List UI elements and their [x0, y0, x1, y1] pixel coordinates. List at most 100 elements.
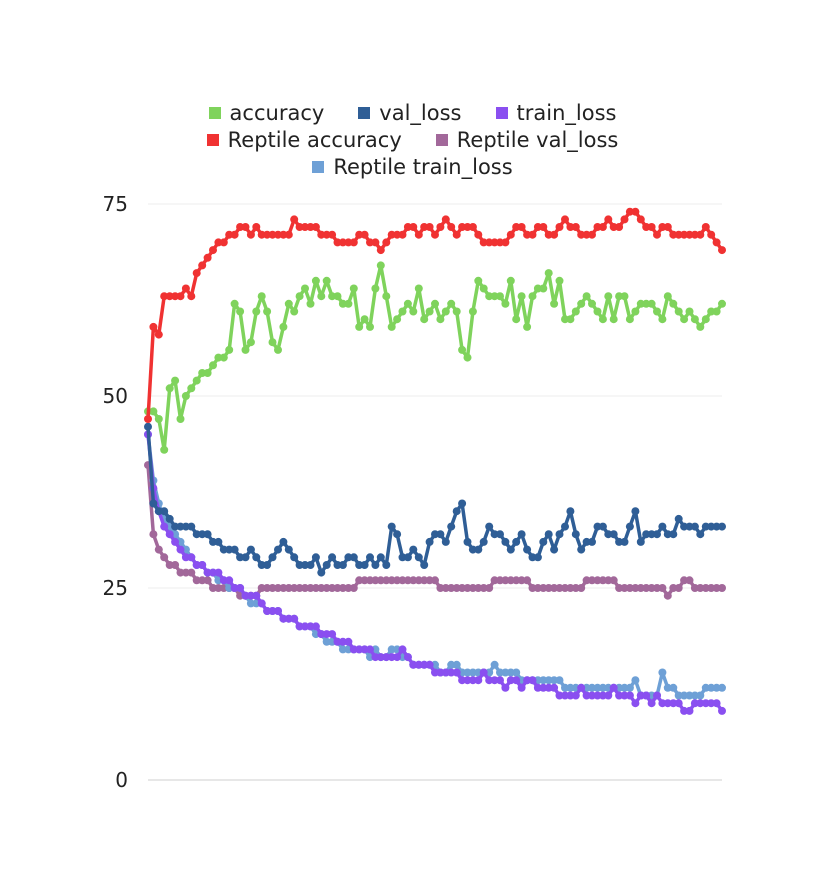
y-tick-label-75: 75: [103, 192, 128, 216]
data-point-accuracy: [290, 307, 299, 316]
data-point-accuracy: [441, 307, 450, 316]
legend-label-accuracy: accuracy: [229, 101, 325, 125]
data-point-val-loss: [474, 545, 483, 554]
data-point-train-loss: [685, 706, 694, 715]
data-point-reptile-val-loss: [338, 584, 347, 592]
data-point-accuracy: [593, 307, 602, 316]
data-point-accuracy: [171, 376, 180, 385]
data-point-reptile-val-loss: [409, 576, 418, 585]
data-point-reptile-accuracy: [268, 230, 277, 239]
data-point-accuracy: [333, 292, 342, 301]
y-axis-labels: 0 25 50 75: [103, 192, 128, 792]
data-point-accuracy: [479, 284, 488, 293]
data-point-accuracy: [425, 307, 434, 316]
data-point-reptile-accuracy: [517, 223, 526, 231]
data-point-val-loss: [160, 507, 169, 516]
data-point-val-loss: [203, 530, 212, 539]
legend-item-reptile-val-loss: Reptile val_loss: [435, 127, 618, 153]
data-point-reptile-accuracy: [398, 230, 407, 239]
data-point-train-loss: [328, 630, 337, 639]
data-point-reptile-accuracy: [290, 215, 299, 224]
data-point-accuracy: [371, 284, 380, 293]
data-point-val-loss: [371, 561, 380, 569]
data-point-val-loss: [366, 553, 374, 562]
data-point-accuracy: [496, 292, 504, 301]
data-point-val-loss: [501, 537, 510, 546]
data-point-train-loss: [517, 683, 526, 692]
data-point-val-loss: [252, 553, 261, 562]
data-point-val-loss: [149, 499, 158, 508]
data-point-reptile-accuracy: [349, 238, 358, 247]
data-point-train-loss: [165, 530, 174, 539]
data-point-val-loss: [279, 537, 288, 546]
data-point-accuracy: [355, 322, 364, 331]
data-point-reptile-accuracy: [663, 223, 672, 231]
data-point-reptile-accuracy: [198, 261, 207, 270]
legend-swatch-reptile-accuracy: [206, 134, 219, 146]
data-point-val-loss: [512, 537, 521, 546]
data-point-accuracy: [398, 307, 407, 316]
data-point-val-loss: [506, 545, 515, 554]
data-point-reptile-accuracy: [550, 230, 559, 239]
data-point-accuracy: [420, 315, 429, 324]
data-point-reptile-accuracy: [301, 223, 309, 231]
data-point-val-loss: [539, 537, 548, 546]
data-point-reptile-val-loss: [485, 584, 494, 592]
data-point-reptile-accuracy: [701, 223, 710, 231]
data-point-val-loss: [263, 561, 272, 569]
data-point-val-loss: [609, 530, 618, 539]
data-point-reptile-train-loss: [658, 668, 667, 677]
data-point-reptile-accuracy: [376, 246, 385, 255]
data-point-reptile-accuracy: [187, 292, 196, 301]
data-point-train-loss: [198, 561, 207, 569]
data-point-reptile-accuracy: [588, 230, 596, 239]
data-point-val-loss: [636, 537, 645, 546]
data-point-val-loss: [571, 530, 580, 539]
data-point-reptile-accuracy: [209, 246, 217, 255]
data-point-accuracy: [338, 299, 347, 308]
data-point-train-loss: [663, 699, 672, 708]
data-point-train-loss: [625, 691, 634, 700]
data-point-accuracy: [431, 299, 439, 308]
data-point-accuracy: [165, 384, 174, 393]
data-point-accuracy: [523, 322, 532, 331]
series-line-reptile-train-loss: [146, 434, 722, 698]
data-point-reptile-accuracy: [555, 223, 564, 231]
data-point-val-loss: [230, 545, 239, 554]
data-point-val-loss: [447, 522, 456, 531]
data-point-accuracy: [176, 415, 185, 423]
data-point-train-loss: [171, 537, 180, 546]
data-point-val-loss: [690, 522, 699, 531]
data-point-accuracy: [506, 276, 515, 285]
series-reptile-accuracy: [144, 207, 726, 423]
data-point-train-loss: [176, 545, 185, 554]
data-point-val-loss: [268, 553, 277, 562]
data-point-reptile-val-loss: [171, 561, 180, 569]
data-point-reptile-val-loss: [479, 584, 488, 592]
data-point-reptile-accuracy: [604, 215, 613, 224]
data-point-accuracy: [474, 276, 483, 285]
data-point-val-loss: [414, 553, 423, 562]
data-point-reptile-accuracy: [192, 269, 201, 278]
data-point-val-loss: [317, 568, 326, 577]
data-point-reptile-accuracy: [539, 223, 548, 231]
data-point-reptile-train-loss: [338, 645, 347, 654]
data-point-train-loss: [588, 691, 596, 700]
data-point-reptile-accuracy: [338, 238, 347, 247]
data-point-reptile-accuracy: [160, 292, 169, 301]
data-point-accuracy: [663, 292, 672, 301]
data-point-accuracy: [463, 353, 472, 362]
data-point-reptile-accuracy: [149, 322, 158, 331]
data-point-reptile-accuracy: [707, 230, 716, 239]
data-point-val-loss: [588, 537, 596, 546]
data-point-accuracy: [447, 299, 456, 308]
data-point-accuracy: [403, 299, 412, 308]
data-point-val-loss: [658, 522, 667, 531]
data-point-val-loss: [301, 561, 309, 569]
data-point-reptile-accuracy: [479, 238, 488, 247]
data-point-accuracy: [154, 415, 163, 423]
data-point-val-loss: [577, 545, 586, 554]
data-point-accuracy: [225, 345, 234, 354]
data-point-train-loss: [609, 683, 618, 692]
